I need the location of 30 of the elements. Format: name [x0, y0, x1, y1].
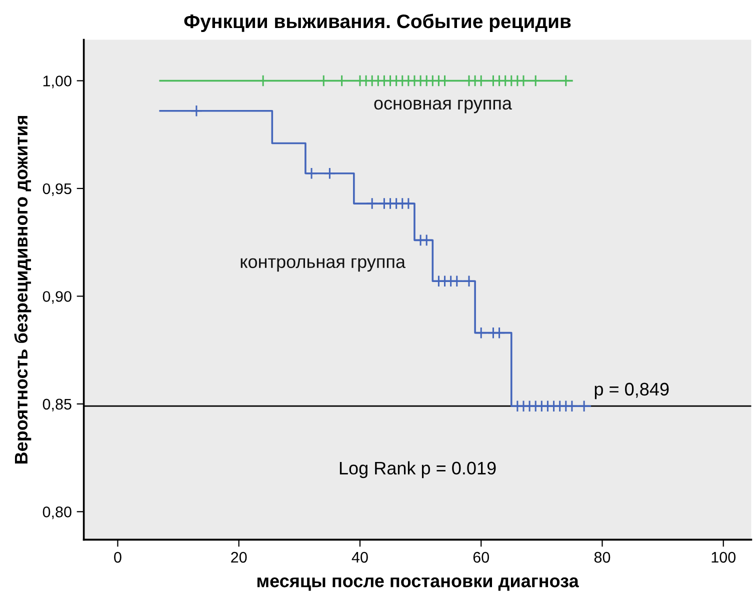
y-tick-label: 1,00: [43, 76, 72, 88]
series-label: основная группа: [374, 100, 512, 114]
point: [402, 197, 415, 210]
x-tick-label: 0: [114, 552, 122, 563]
point: [366, 197, 378, 210]
y-axis-title: Вероятность безрецидивного дожития: [14, 116, 32, 464]
point: [493, 326, 506, 339]
y-tick-label: 0,90: [42, 291, 72, 304]
point: [474, 326, 488, 339]
x-tick-label: 80: [594, 552, 610, 563]
x-tick-label: 20: [231, 552, 247, 563]
point: [450, 274, 464, 288]
series-label: контрольная группа: [240, 258, 406, 272]
y-tick-label: 0,95: [42, 183, 72, 196]
point: [566, 400, 578, 412]
point: [305, 167, 318, 180]
annotation: Log Rank p = 0.019: [340, 461, 496, 478]
point: [324, 167, 336, 180]
point: [462, 274, 476, 288]
x-tick-label: 100: [712, 552, 736, 563]
y-tick-label: 0,80: [42, 506, 72, 520]
point: [420, 234, 433, 246]
point: [190, 104, 203, 118]
chart-title: Функции выживания. Событие рецидив: [184, 14, 571, 32]
x-axis-title: месяцы после постановки диагноза: [257, 577, 579, 591]
ref-line-label: p = 0,849: [594, 382, 669, 400]
y-tick-label: 0,85: [42, 398, 72, 412]
x-tick-label: 60: [473, 552, 490, 563]
x-tick-label: 40: [352, 552, 368, 563]
point: [578, 400, 590, 412]
